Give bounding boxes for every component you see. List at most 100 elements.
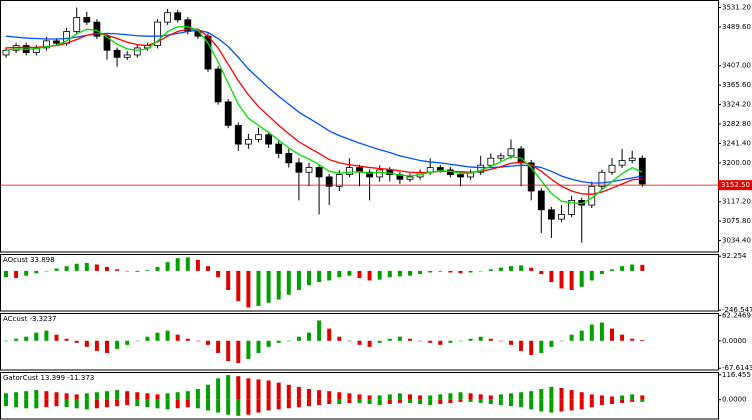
candle-body <box>628 157 636 161</box>
histogram-bar <box>387 394 392 400</box>
histogram-bar <box>125 391 130 400</box>
histogram-bar <box>367 399 372 405</box>
histogram-bar <box>367 395 372 400</box>
histogram-bar <box>74 399 79 409</box>
histogram-bar <box>579 330 584 341</box>
histogram-bar <box>256 340 261 353</box>
histogram-bar <box>509 266 513 271</box>
histogram-bar <box>185 391 190 400</box>
histogram-bar <box>589 394 594 400</box>
indicator-title: GatorCust 13.399 -11.373 <box>3 374 94 382</box>
histogram-bar <box>640 339 645 341</box>
candle-body <box>537 190 545 211</box>
histogram-bar <box>428 270 433 273</box>
histogram-bar <box>418 270 423 275</box>
current-price-box <box>718 180 752 191</box>
histogram-bar <box>529 267 534 271</box>
histogram-bar <box>448 340 453 343</box>
histogram-bar <box>84 262 89 271</box>
histogram-bar <box>34 399 39 409</box>
histogram-bar <box>64 266 69 271</box>
histogram-bar <box>387 338 392 341</box>
histogram-bar <box>105 391 109 400</box>
candle-body <box>598 171 606 187</box>
histogram-bar <box>327 328 332 341</box>
histogram-bar <box>105 266 109 271</box>
histogram-bar <box>14 270 19 279</box>
histogram-bar <box>165 399 170 410</box>
histogram-bar <box>236 270 241 302</box>
histogram-bar <box>44 399 49 408</box>
histogram-bar <box>438 270 443 272</box>
histogram-bar <box>155 266 160 271</box>
candle-body <box>436 167 444 171</box>
histogram-bar <box>14 392 19 400</box>
histogram-bar <box>256 270 261 306</box>
histogram-bar <box>448 393 453 400</box>
histogram-bar <box>539 399 544 412</box>
histogram-bar <box>266 340 271 347</box>
histogram-bar <box>478 394 483 400</box>
histogram-bar <box>418 340 423 342</box>
histogram-bar <box>630 394 635 400</box>
candle-body <box>406 176 414 180</box>
histogram-bar <box>145 393 150 400</box>
candle-body <box>457 174 464 178</box>
histogram-bar <box>135 270 140 272</box>
candle-body <box>83 17 91 23</box>
histogram-bar <box>387 270 392 278</box>
histogram-bar <box>559 387 564 400</box>
histogram-bar <box>559 270 564 289</box>
histogram-bar <box>549 386 554 400</box>
y-tick-label: 3531.20 <box>722 3 751 11</box>
candle-body <box>568 199 575 215</box>
histogram-bar <box>549 270 554 283</box>
histogram-bar <box>135 340 140 342</box>
histogram-bar <box>438 399 443 405</box>
histogram-bar <box>397 336 402 341</box>
histogram-bar <box>84 340 89 347</box>
histogram-bar <box>478 399 483 403</box>
histogram-bar <box>286 384 291 400</box>
histogram-bar <box>428 395 433 400</box>
histogram-bar <box>4 393 8 400</box>
histogram-bar <box>165 330 170 341</box>
histogram-bar <box>226 399 231 415</box>
histogram-bar <box>630 264 635 271</box>
histogram-bar <box>408 270 412 276</box>
histogram-bar <box>387 399 392 405</box>
candle-body <box>376 169 384 178</box>
histogram-bar <box>4 399 8 407</box>
histogram-bar <box>408 394 412 400</box>
histogram-bar <box>509 340 513 345</box>
histogram-bar <box>458 270 463 274</box>
histogram-bar <box>236 376 241 400</box>
candle-body <box>73 17 81 32</box>
histogram-bar <box>448 270 453 273</box>
histogram-bar <box>266 380 271 400</box>
candle-body <box>154 21 161 46</box>
candle-body <box>487 157 495 166</box>
histogram-bar <box>347 393 352 400</box>
histogram-bar <box>175 399 180 409</box>
histogram-bar <box>195 389 200 400</box>
histogram-bar <box>307 389 311 400</box>
histogram-bar <box>155 332 160 341</box>
candle-body <box>335 174 343 187</box>
histogram-bar <box>155 394 160 400</box>
histogram-bar <box>468 399 473 402</box>
histogram-bar <box>54 392 59 400</box>
moving-average <box>5 29 643 184</box>
histogram-bar <box>589 324 594 341</box>
histogram-bar <box>246 270 251 308</box>
y-tick-label: 116.455 <box>722 371 751 379</box>
histogram-bar <box>125 399 130 406</box>
histogram-bar <box>579 399 584 410</box>
histogram-bar <box>640 399 645 402</box>
histogram-bar <box>357 340 362 345</box>
histogram-bar <box>246 340 251 360</box>
histogram-bar <box>428 340 433 343</box>
histogram-bar <box>418 399 423 405</box>
histogram-bar <box>579 392 584 400</box>
histogram-bar <box>125 270 130 272</box>
